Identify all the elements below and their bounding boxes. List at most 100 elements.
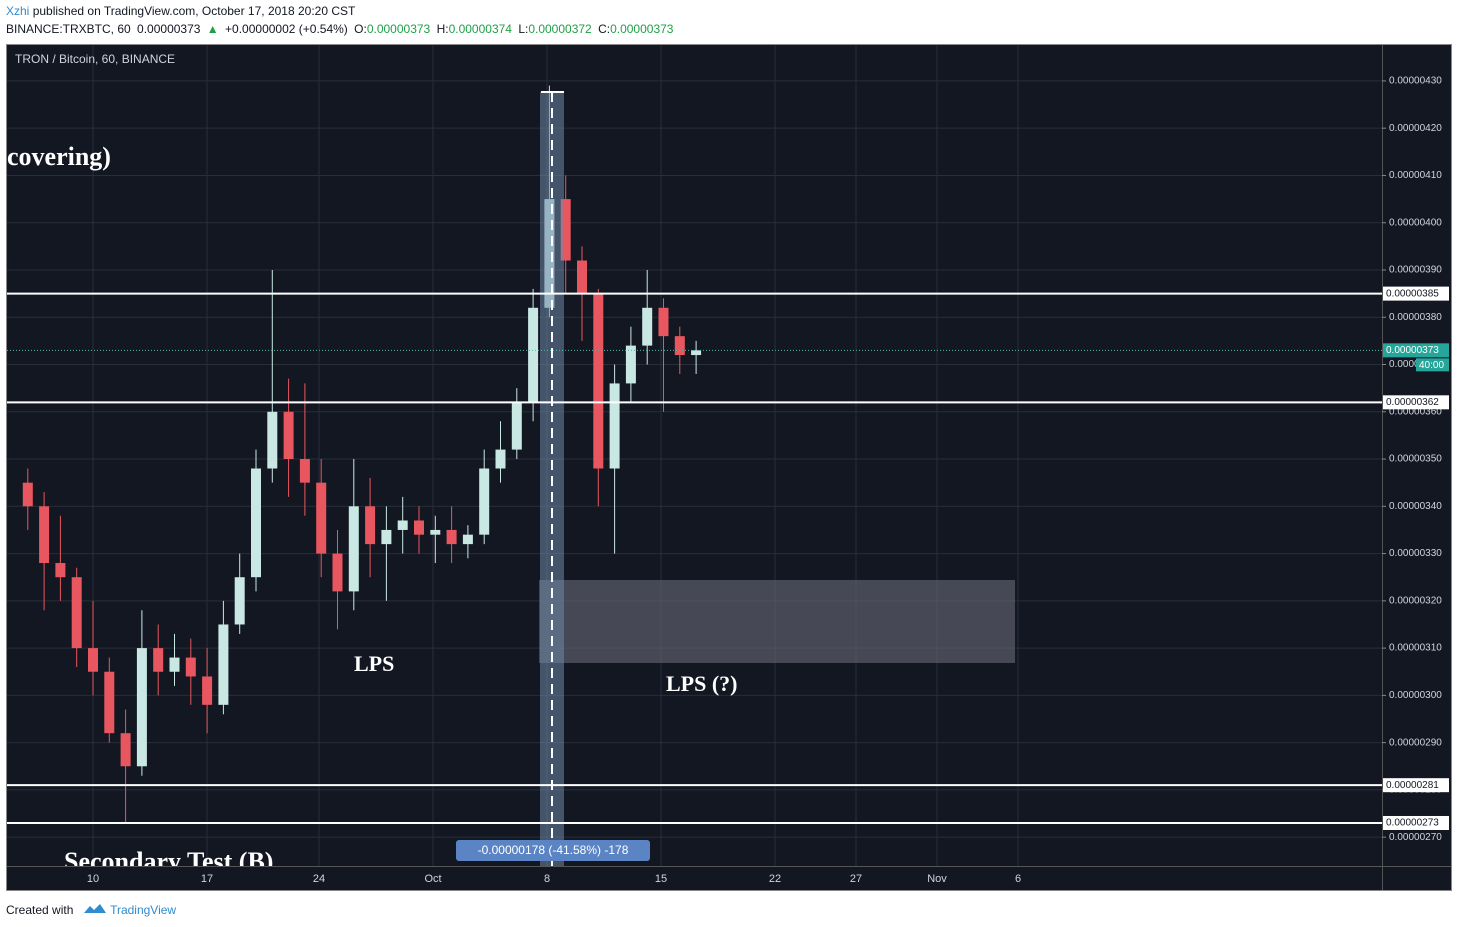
candle-body	[674, 336, 685, 356]
candle-body	[104, 671, 115, 734]
l-label: L:	[518, 22, 529, 36]
candle-body	[609, 383, 620, 469]
candle-body	[511, 402, 522, 450]
candle-body	[251, 468, 261, 578]
x-tick-label: Nov	[927, 873, 947, 885]
x-tick-label: Oct	[424, 873, 441, 885]
y-tick-label: 0.00000330	[1389, 548, 1442, 559]
x-tick-label: 6	[1015, 873, 1021, 885]
ohlc-line: BINANCE:TRXBTC, 60 0.00000373 ▲ +0.00000…	[6, 22, 676, 36]
candle-body	[153, 648, 164, 672]
candle-body	[22, 482, 33, 507]
author[interactable]: Xzhi	[6, 4, 30, 18]
footer: Created with TradingView	[6, 902, 176, 917]
candle-body	[218, 624, 229, 705]
y-tick-label: 0.00000270	[1389, 832, 1442, 843]
y-tick-label: 0.00000400	[1389, 217, 1442, 228]
y-tick-label: 0.00000390	[1389, 265, 1442, 276]
symbol: BINANCE:TRXBTC, 60	[6, 22, 131, 36]
candle-body	[658, 307, 669, 337]
candle-body	[560, 199, 571, 261]
candle-body	[577, 260, 587, 294]
open: 0.00000373	[366, 22, 431, 36]
created-with: Created with	[6, 903, 74, 917]
x-tick-label: 10	[87, 873, 99, 885]
candle-body	[691, 350, 702, 356]
candle-body	[332, 553, 343, 592]
last-price-label: 0.00000373	[1386, 345, 1439, 356]
candle-body	[39, 506, 50, 564]
y-tick-label: 0.00000430	[1389, 76, 1442, 87]
level-label: 0.00000385	[1386, 288, 1439, 299]
measure-label-box	[456, 840, 650, 861]
chart-title: TRON / Bitcoin, 60, BINANCE	[15, 52, 175, 66]
level-tag	[1383, 778, 1449, 793]
candle-body	[283, 411, 294, 460]
x-tick-label: 27	[850, 873, 862, 885]
c-label: C:	[598, 22, 611, 36]
candle-body	[414, 520, 424, 535]
candle-body	[169, 657, 180, 672]
candle-body	[202, 676, 213, 705]
candle-body	[625, 345, 636, 384]
countdown-tag	[1416, 358, 1449, 372]
candle-body	[71, 577, 82, 649]
candle-body	[495, 449, 506, 469]
change: +0.00000002 (+0.54%)	[225, 22, 348, 36]
candle-body	[136, 648, 147, 767]
candle-body	[55, 563, 66, 578]
level-tag	[1383, 395, 1449, 410]
zone-box	[539, 580, 1015, 663]
candle-body	[528, 307, 539, 403]
candle-body	[462, 534, 473, 545]
candle-body	[88, 648, 98, 672]
candle-body	[446, 529, 457, 545]
y-tick-label: 0.00000320	[1389, 595, 1442, 606]
annotation: LPS	[354, 651, 394, 676]
candle-body	[234, 577, 245, 625]
level-label: 0.00000281	[1386, 780, 1439, 791]
high: 0.00000374	[448, 22, 512, 36]
price: 0.00000373	[137, 22, 201, 36]
y-tick-label: 0.00000310	[1389, 643, 1442, 654]
y-tick-label: 0.00000300	[1389, 690, 1442, 701]
brand[interactable]: TradingView	[110, 903, 177, 917]
candle-body	[365, 506, 376, 545]
y-tick-label: 0.00000410	[1389, 170, 1442, 181]
candle-body	[299, 459, 310, 483]
x-tick-label: 24	[313, 873, 325, 885]
candle-body	[479, 468, 490, 535]
level-label: 0.00000273	[1386, 818, 1439, 829]
published: published on TradingView.com, October 17…	[32, 4, 356, 18]
level-tag	[1383, 815, 1449, 830]
candle-body	[348, 506, 359, 592]
close: 0.00000373	[610, 22, 674, 36]
candle-body	[642, 307, 653, 346]
annotation: LPS (?)	[666, 671, 738, 696]
h-label: H:	[436, 22, 449, 36]
candle-body	[397, 520, 408, 530]
level-label: 0.00000362	[1386, 397, 1439, 408]
x-tick-label: 17	[201, 873, 213, 885]
x-tick-label: 8	[544, 873, 550, 885]
candle-body	[593, 293, 604, 469]
y-tick-label: 0.00000290	[1389, 737, 1442, 748]
y-tick-label: 0.00000420	[1389, 123, 1442, 134]
y-tick-label: 0.00000350	[1389, 454, 1442, 465]
low: 0.00000372	[528, 22, 592, 36]
candle-body	[267, 411, 278, 469]
annotation: covering)	[7, 142, 111, 171]
chart-panel	[6, 44, 1452, 891]
y-tick-label: 0.00000340	[1389, 501, 1442, 512]
measure-label: -0.00000178 (-41.58%) -178	[478, 843, 629, 857]
x-tick-label: 15	[655, 873, 667, 885]
annotation: Secondary Test (B)	[64, 847, 273, 876]
x-tick-label: 22	[769, 873, 781, 885]
logo	[83, 904, 106, 913]
publish-line: Xzhi published on TradingView.com, Octob…	[6, 4, 358, 18]
countdown: 40:00	[1419, 360, 1444, 371]
candle-body	[381, 529, 392, 545]
up-arrow: ▲	[206, 22, 219, 36]
